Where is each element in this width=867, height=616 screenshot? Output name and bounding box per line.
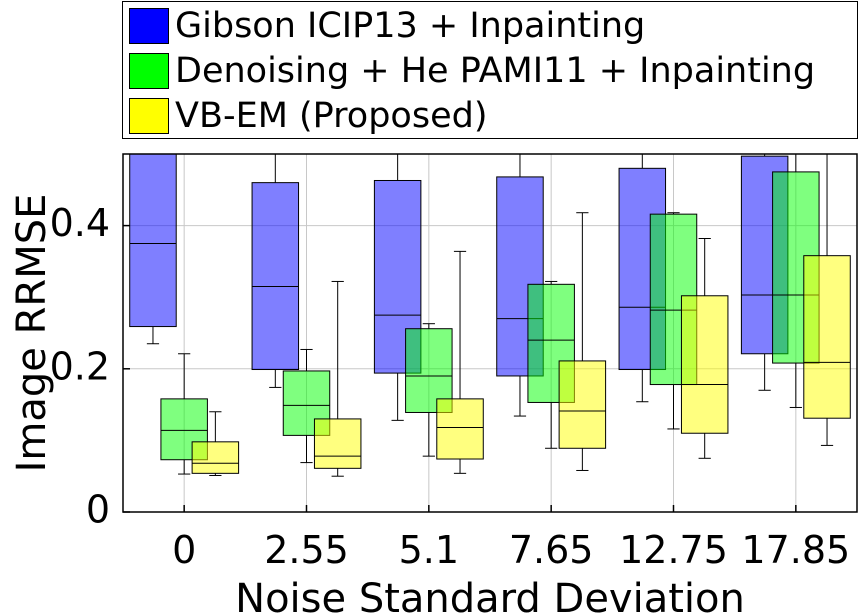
- legend-swatch-denoising: [129, 53, 169, 89]
- legend-entry-denoising: Denoising + He PAMI11 + Inpainting: [129, 51, 815, 91]
- y-tick-label: 0.2: [50, 344, 110, 388]
- axis-ticks: 0 0.2 0.4 0 2.55 5.1 7.65 12.75 17.85: [50, 201, 851, 572]
- box-2-3: [558, 212, 607, 471]
- x-axis-label: Noise Standard Deviation: [235, 576, 745, 616]
- box-body: [436, 398, 484, 460]
- x-tick-label: 2.55: [264, 528, 349, 572]
- x-tick-label: 7.65: [509, 528, 594, 572]
- box-2-1: [313, 280, 362, 477]
- box-body: [680, 295, 729, 434]
- legend-entry-gibson: Gibson ICIP13 + Inpainting: [129, 6, 645, 46]
- x-tick-label: 5.1: [399, 528, 459, 572]
- box-2-2: [436, 250, 484, 474]
- y-tick-label: 0.4: [50, 201, 110, 245]
- box-body: [191, 441, 240, 474]
- box-body: [251, 182, 300, 371]
- legend-swatch-vbem: [129, 98, 169, 134]
- legend: Gibson ICIP13 + Inpainting Denoising + H…: [122, 1, 858, 139]
- box-2-5: [803, 154, 851, 446]
- x-tick-label: 0: [172, 528, 196, 572]
- box-body: [129, 153, 177, 328]
- box-2-0: [191, 411, 240, 476]
- legend-label-gibson: Gibson ICIP13 + Inpainting: [175, 6, 646, 46]
- legend-label-vbem: VB-EM (Proposed): [175, 96, 488, 136]
- legend-entry-vbem: VB-EM (Proposed): [129, 96, 487, 136]
- box-0-1: [251, 154, 300, 388]
- legend-label-denoising: Denoising + He PAMI11 + Inpainting: [175, 51, 816, 91]
- box-body: [313, 418, 362, 469]
- legend-swatch-gibson: [129, 8, 169, 44]
- box-0-0: [129, 153, 177, 345]
- box-plots: [129, 153, 851, 477]
- box-2-4: [680, 237, 729, 459]
- box-body: [803, 255, 851, 419]
- box-body: [558, 360, 607, 449]
- y-axis-label: Image RRMSE: [9, 194, 55, 473]
- x-tick-label: 17.85: [741, 528, 850, 572]
- x-tick-label: 12.75: [619, 528, 728, 572]
- plot-area-frame: [122, 153, 858, 513]
- y-tick-label: 0: [86, 488, 110, 532]
